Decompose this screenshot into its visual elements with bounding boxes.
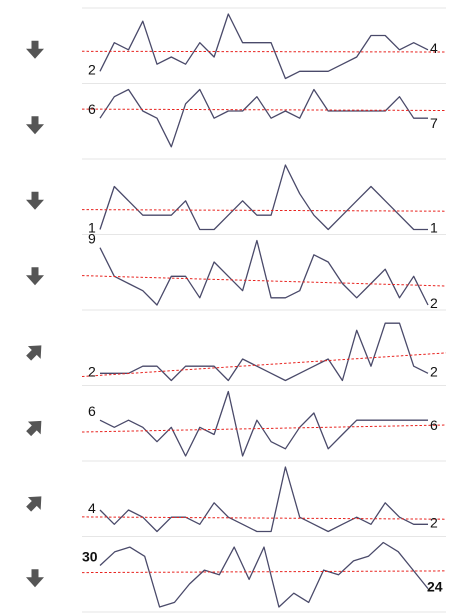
last-value-label: 7 xyxy=(430,115,438,131)
arrow-up-right-icon-shape xyxy=(22,339,47,364)
arrow-down-icon-1 xyxy=(26,41,44,59)
arrow-down-icon-shape xyxy=(26,569,44,587)
arrow-down-icon-2 xyxy=(26,116,44,134)
series-line xyxy=(100,323,428,380)
arrow-up-right-icon-5 xyxy=(22,339,47,364)
series-line xyxy=(100,165,428,230)
first-value-label: 9 xyxy=(88,231,96,247)
arrow-up-right-icon-7 xyxy=(22,490,47,515)
last-value-label: 4 xyxy=(430,40,438,56)
trend-line xyxy=(82,571,446,573)
first-value-label: 4 xyxy=(88,500,96,516)
trend-line xyxy=(82,109,446,110)
series-line xyxy=(100,543,428,608)
arrow-down-icon-shape xyxy=(26,41,44,59)
arrow-up-right-icon-shape xyxy=(22,490,47,515)
sparkline-row-8: 30 24 xyxy=(26,543,446,613)
series-line xyxy=(100,241,428,306)
last-value-label: 2 xyxy=(430,295,438,311)
series-line xyxy=(100,90,428,147)
last-value-label: 2 xyxy=(430,363,438,379)
arrow-down-icon-4 xyxy=(26,267,44,285)
sparkline-row-2: 67 xyxy=(26,90,446,160)
trend-line xyxy=(82,353,446,377)
sparkline-row-7: 42 xyxy=(22,467,446,537)
sparkline-row-1: 24 xyxy=(26,14,446,84)
arrow-down-icon-shape xyxy=(26,192,44,210)
first-value-label: 2 xyxy=(88,61,96,77)
sparkline-row-4: 92 xyxy=(26,231,446,311)
first-value-label: 6 xyxy=(88,403,96,419)
series-line xyxy=(100,14,428,79)
arrow-down-icon-3 xyxy=(26,192,44,210)
last-value-label: 6 xyxy=(430,417,438,433)
first-value-label: 6 xyxy=(88,101,96,117)
series-line xyxy=(100,392,428,457)
last-value-label: 2 xyxy=(430,514,438,530)
sparkline-row-6: 66 xyxy=(22,392,446,462)
arrow-down-icon-8 xyxy=(26,569,44,587)
first-value-label: 30 xyxy=(82,549,98,565)
arrow-down-icon-shape xyxy=(26,116,44,134)
series-line xyxy=(100,467,428,532)
first-value-label: 2 xyxy=(88,363,96,379)
trend-line xyxy=(82,210,446,212)
last-value-label: 24 xyxy=(427,579,443,595)
arrow-up-right-icon-shape xyxy=(22,415,47,440)
trend-line xyxy=(82,51,446,52)
last-value-label: 1 xyxy=(430,220,438,236)
arrow-down-icon-shape xyxy=(26,267,44,285)
arrow-up-right-icon-6 xyxy=(22,415,47,440)
trend-line xyxy=(82,517,446,519)
